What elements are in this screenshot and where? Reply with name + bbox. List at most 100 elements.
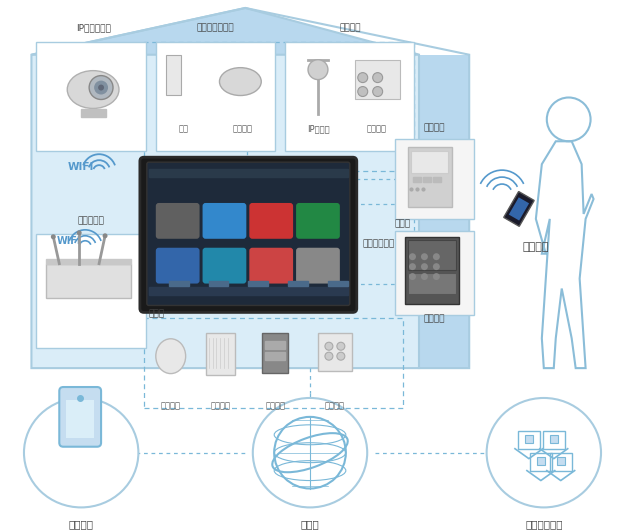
Polygon shape: [209, 280, 228, 286]
Circle shape: [421, 263, 428, 270]
Bar: [166, 55, 181, 94]
Bar: [144, 319, 402, 408]
FancyBboxPatch shape: [147, 162, 350, 305]
Text: WIFI: WIFI: [57, 236, 81, 246]
Text: WIFI: WIFI: [68, 162, 94, 172]
Polygon shape: [265, 341, 285, 349]
Text: 选配设备: 选配设备: [339, 23, 361, 32]
Polygon shape: [169, 280, 189, 286]
FancyBboxPatch shape: [140, 157, 357, 312]
Text: 智能家居门户: 智能家居门户: [525, 519, 562, 529]
FancyBboxPatch shape: [156, 203, 199, 239]
Circle shape: [421, 253, 428, 260]
FancyBboxPatch shape: [202, 203, 246, 239]
Polygon shape: [31, 8, 419, 55]
Ellipse shape: [68, 70, 119, 109]
FancyBboxPatch shape: [249, 203, 293, 239]
Circle shape: [337, 342, 345, 350]
Bar: [36, 234, 146, 348]
Polygon shape: [509, 197, 529, 220]
Bar: [408, 147, 452, 207]
Polygon shape: [248, 280, 268, 286]
Bar: [404, 237, 459, 304]
Circle shape: [308, 60, 328, 80]
Polygon shape: [265, 352, 285, 360]
Bar: [408, 240, 456, 270]
Circle shape: [94, 81, 108, 94]
Bar: [156, 42, 275, 151]
FancyBboxPatch shape: [249, 248, 293, 284]
Polygon shape: [288, 280, 308, 286]
Text: 控制器: 控制器: [149, 309, 165, 318]
Text: 移动探测: 移动探测: [232, 125, 253, 134]
Circle shape: [51, 234, 56, 239]
Bar: [394, 231, 474, 315]
Bar: [144, 42, 414, 171]
FancyBboxPatch shape: [296, 203, 340, 239]
Bar: [518, 431, 540, 449]
Bar: [66, 400, 94, 438]
Text: 动态侦测: 动态侦测: [367, 125, 387, 134]
Text: 路由器网关: 路由器网关: [78, 216, 104, 225]
Circle shape: [77, 231, 82, 235]
Bar: [550, 435, 558, 443]
Circle shape: [372, 86, 382, 96]
Bar: [318, 333, 352, 371]
Circle shape: [98, 85, 104, 91]
Text: 因特网: 因特网: [301, 519, 319, 529]
Bar: [557, 457, 565, 465]
Bar: [355, 60, 399, 100]
Bar: [543, 431, 565, 449]
Polygon shape: [46, 259, 131, 263]
Polygon shape: [433, 177, 441, 182]
Bar: [530, 453, 552, 471]
Polygon shape: [419, 55, 469, 368]
Polygon shape: [81, 109, 106, 118]
Circle shape: [372, 73, 382, 83]
Text: 安防报警探测器: 安防报警探测器: [197, 23, 234, 32]
Bar: [262, 333, 288, 373]
Polygon shape: [149, 287, 348, 296]
Polygon shape: [149, 169, 348, 177]
Text: 智能家庭终端: 智能家庭终端: [362, 239, 395, 248]
Bar: [525, 435, 533, 443]
Ellipse shape: [24, 398, 138, 507]
Text: 门磁: 门磁: [179, 125, 189, 134]
FancyBboxPatch shape: [202, 248, 246, 284]
Circle shape: [357, 86, 367, 96]
Bar: [550, 453, 572, 471]
Text: 燃气渎漏: 燃气渎漏: [161, 401, 181, 410]
Text: 可视门铃: 可视门铃: [424, 123, 445, 132]
Polygon shape: [414, 177, 421, 182]
FancyBboxPatch shape: [296, 248, 340, 284]
Bar: [411, 151, 448, 173]
Circle shape: [409, 263, 416, 270]
Circle shape: [357, 73, 367, 83]
Text: 智能照明: 智能照明: [265, 401, 285, 410]
Circle shape: [337, 352, 345, 360]
Circle shape: [433, 253, 440, 260]
Bar: [36, 42, 146, 151]
Circle shape: [325, 352, 333, 360]
Bar: [537, 457, 545, 465]
Bar: [394, 139, 474, 219]
Text: IP网络摄像机: IP网络摄像机: [76, 23, 111, 32]
Circle shape: [421, 273, 428, 280]
Ellipse shape: [156, 339, 186, 374]
Circle shape: [433, 263, 440, 270]
Text: IP摄像头: IP摄像头: [307, 125, 329, 134]
Text: 远程控制: 远程控制: [522, 242, 549, 252]
Circle shape: [102, 233, 107, 238]
Circle shape: [89, 76, 113, 100]
Bar: [408, 272, 456, 295]
Ellipse shape: [487, 398, 601, 507]
Circle shape: [409, 273, 416, 280]
Text: 智能门锁: 智能门锁: [424, 314, 445, 323]
Circle shape: [409, 253, 416, 260]
Polygon shape: [504, 191, 534, 226]
Ellipse shape: [253, 398, 368, 507]
Polygon shape: [328, 280, 348, 286]
Polygon shape: [423, 177, 431, 182]
Text: 智能手机: 智能手机: [69, 519, 94, 529]
Bar: [285, 42, 414, 151]
